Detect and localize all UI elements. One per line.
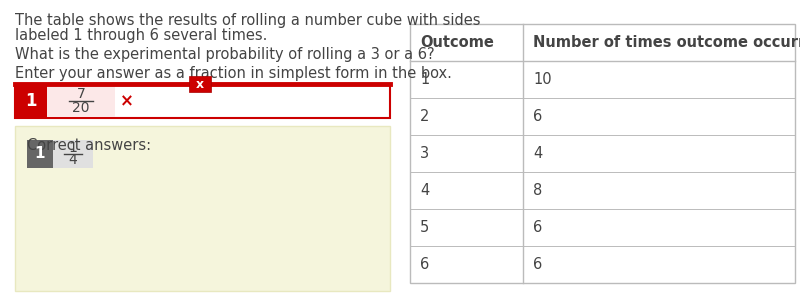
Text: 1: 1 [420, 72, 430, 87]
Text: 1: 1 [26, 92, 37, 110]
Text: Number of times outcome occurred: Number of times outcome occurred [533, 35, 800, 50]
Text: 5: 5 [420, 220, 430, 235]
Bar [27, 140, 53, 168]
Text: 1: 1 [34, 147, 46, 162]
Text: 6: 6 [420, 257, 430, 272]
Text: 4: 4 [69, 153, 78, 167]
Text: Enter your answer as a fraction in simplest form in the box.: Enter your answer as a fraction in simpl… [15, 66, 452, 81]
Bar [15, 126, 390, 291]
Text: 4: 4 [533, 146, 542, 161]
Text: 3: 3 [420, 146, 429, 161]
Bar [47, 85, 115, 117]
Text: Correct answers:: Correct answers: [27, 138, 151, 153]
Text: What is the experimental probability of rolling a 3 or a 6?: What is the experimental probability of … [15, 47, 434, 62]
Text: 6: 6 [533, 257, 542, 272]
Bar [189, 76, 211, 92]
Text: 6: 6 [533, 109, 542, 124]
Text: 2: 2 [420, 109, 430, 124]
Bar [410, 24, 795, 283]
Bar [15, 84, 390, 118]
Text: The table shows the results of rolling a number cube with sides: The table shows the results of rolling a… [15, 13, 481, 28]
Text: 6: 6 [533, 220, 542, 235]
Text: 4: 4 [420, 183, 430, 198]
Text: Outcome: Outcome [420, 35, 494, 50]
Text: labeled 1 through 6 several times.: labeled 1 through 6 several times. [15, 28, 267, 43]
Text: 8: 8 [533, 183, 542, 198]
Text: x: x [196, 78, 204, 91]
Text: 1: 1 [69, 141, 78, 155]
Bar [15, 84, 47, 118]
Bar [53, 140, 93, 168]
Text: 20: 20 [72, 101, 90, 115]
Text: 7: 7 [77, 87, 86, 101]
Text: ×: × [120, 92, 134, 110]
Text: 10: 10 [533, 72, 552, 87]
